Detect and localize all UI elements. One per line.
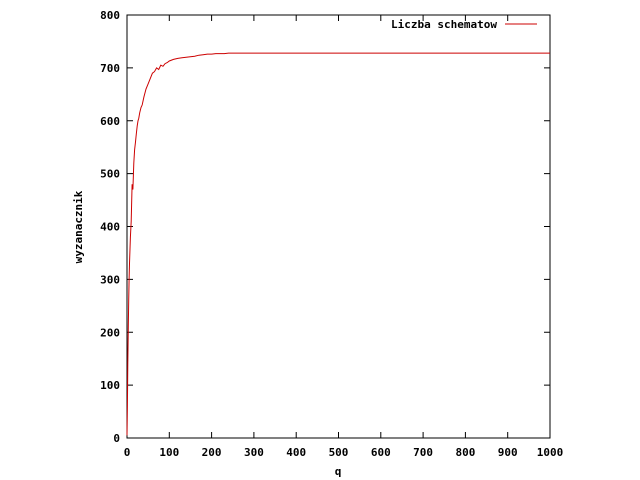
y-tick-label: 200 <box>100 326 120 339</box>
y-tick-label: 600 <box>100 115 120 128</box>
plot-frame <box>126 14 551 439</box>
x-tick-label: 0 <box>124 446 131 459</box>
y-axis-label: wyzanacznik <box>72 190 85 263</box>
axis-ticks <box>126 14 551 439</box>
legend: Liczba schematow <box>391 18 537 31</box>
y-tick-label: 400 <box>100 221 120 234</box>
x-axis-label: q <box>335 465 342 478</box>
x-tick-label: 800 <box>455 446 475 459</box>
x-tick-label: 600 <box>371 446 391 459</box>
x-tick-label: 400 <box>286 446 306 459</box>
y-tick-label: 0 <box>113 432 120 445</box>
y-tick-label: 500 <box>100 168 120 181</box>
x-tick-label: 500 <box>329 446 349 459</box>
legend-label: Liczba schematow <box>391 18 497 31</box>
x-tick-label: 1000 <box>537 446 564 459</box>
series-layer <box>126 52 550 436</box>
x-tick-label: 700 <box>413 446 433 459</box>
x-tick-label: 100 <box>159 446 179 459</box>
y-tick-label: 100 <box>100 379 120 392</box>
y-tick-label: 300 <box>100 273 120 286</box>
y-tick-label: 800 <box>100 9 120 22</box>
x-tick-label: 200 <box>202 446 222 459</box>
tick-labels: 0 100 200 300 400 500 600 700 800 900 1000 0 100 200 3… <box>100 9 563 459</box>
x-tick-label: 900 <box>498 446 518 459</box>
series-line <box>126 52 550 436</box>
y-tick-label: 700 <box>100 62 120 75</box>
x-tick-label: 300 <box>244 446 264 459</box>
